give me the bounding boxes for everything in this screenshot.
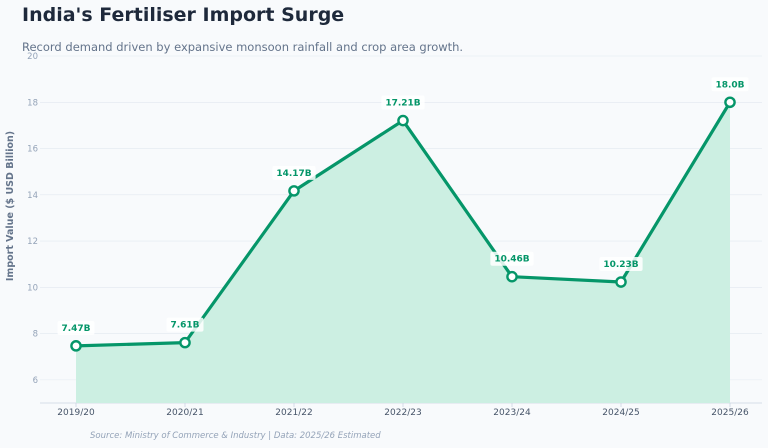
series-area [76, 102, 730, 404]
x-tick-label: 2021/22 [275, 408, 312, 418]
y-tick-label: 6 [33, 376, 38, 386]
x-tick-label: 2022/23 [384, 408, 421, 418]
source-note: Source: Ministry of Commerce & Industry … [90, 431, 381, 441]
data-label: 10.23B [603, 260, 638, 270]
data-label: 18.0B [715, 80, 744, 90]
data-label: 17.21B [385, 99, 420, 109]
data-labels: 7.47B 7.61B 14.17B 17.21B 10.46B 10.23B 18.0B [57, 77, 749, 335]
y-axis-ticks: 6 8 10 12 14 16 18 20 [27, 52, 38, 386]
data-point[interactable] [397, 114, 409, 127]
data-point[interactable] [615, 276, 627, 288]
data-label-bg [381, 95, 425, 110]
chart-title: India's Fertiliser Import Surge [22, 4, 345, 26]
y-tick-label: 16 [27, 145, 38, 155]
y-tick-label: 10 [27, 283, 38, 293]
data-label: 10.46B [494, 255, 529, 265]
data-label: 7.47B [61, 324, 90, 334]
area-fill-layer [76, 102, 730, 404]
data-label: 14.17B [276, 169, 311, 179]
data-label-bg [490, 251, 534, 266]
data-point[interactable] [179, 336, 191, 349]
y-tick-label: 8 [33, 330, 38, 340]
x-tick-label: 2025/26 [711, 408, 749, 418]
x-tick-label: 2020/21 [166, 408, 203, 418]
y-tick-label: 14 [27, 191, 38, 201]
data-label: 7.61B [170, 321, 199, 331]
data-label-bg [166, 317, 204, 332]
data-point[interactable] [288, 185, 300, 197]
y-tick-label: 18 [27, 98, 38, 108]
data-label-bg [272, 165, 316, 180]
chart-subtitle: Record demand driven by expansive monsoo… [22, 40, 464, 54]
data-point[interactable] [724, 96, 736, 109]
data-point[interactable] [506, 270, 518, 283]
x-tick-label: 2019/20 [57, 408, 95, 418]
y-tick-label: 20 [27, 52, 38, 62]
data-point[interactable] [70, 340, 82, 352]
y-tick-label: 12 [27, 237, 38, 247]
data-label-bg [711, 77, 749, 92]
x-tick-label: 2023/24 [493, 408, 531, 418]
data-points [70, 96, 736, 352]
x-axis-ticks: 2019/20 2020/21 2021/22 2022/23 2023/24 2024/… [57, 403, 749, 418]
x-tick-label: 2024/25 [602, 408, 639, 418]
y-axis-label: Import Value ($ USD Billion) [5, 131, 16, 281]
data-label-bg [57, 320, 95, 335]
data-label-bg [599, 257, 643, 272]
